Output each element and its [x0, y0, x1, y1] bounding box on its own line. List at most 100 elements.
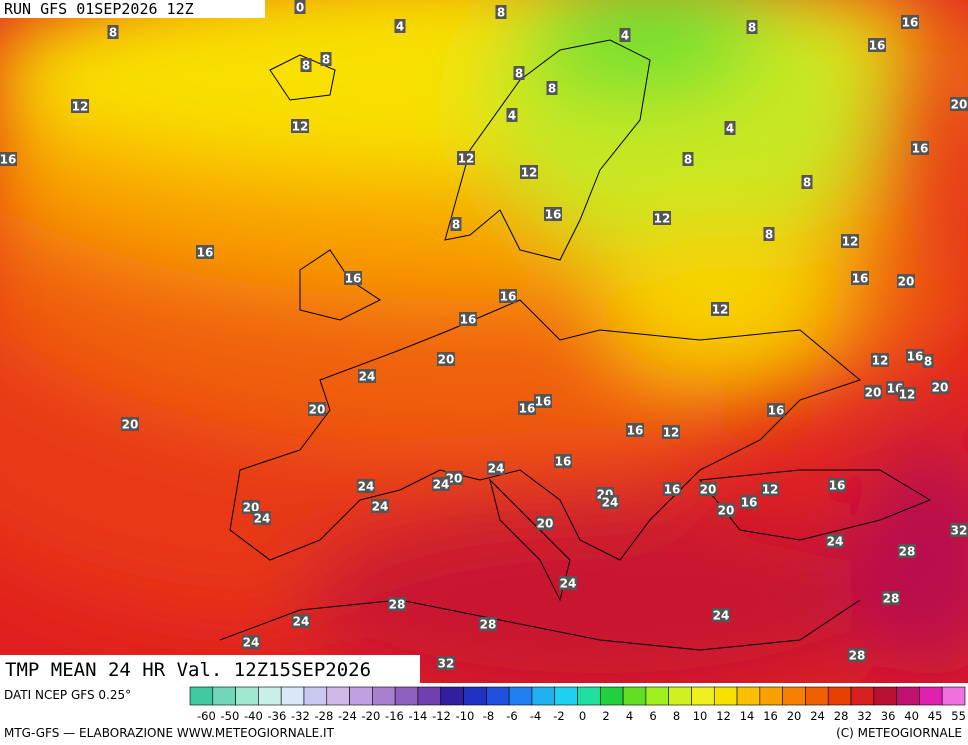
label-box: [717, 503, 735, 517]
map-label: 8: [515, 67, 523, 81]
map-label: 20: [718, 504, 735, 518]
map-label: 8: [748, 21, 756, 35]
scale-swatch: [805, 686, 829, 706]
map-label: 24: [293, 615, 310, 629]
label-box: [901, 15, 919, 29]
map-label: 8: [765, 228, 773, 242]
map-label: 28: [480, 618, 497, 632]
map-label: 12: [762, 483, 779, 497]
map-label: 24: [713, 609, 730, 623]
label-box: [121, 417, 139, 431]
scale-swatch: [896, 686, 920, 706]
scale-swatch: [417, 686, 442, 706]
label-box: [518, 401, 536, 415]
label-box: [437, 656, 455, 670]
scale-label: 24: [810, 709, 825, 723]
map-label: 12: [654, 212, 671, 226]
label-box: [950, 97, 968, 111]
scale-label: 45: [928, 709, 943, 723]
label-box: [767, 403, 785, 417]
map-label: 4: [508, 109, 516, 123]
label-box: [682, 152, 694, 166]
scale-swatch: [668, 686, 692, 706]
scale-swatch: [554, 686, 578, 706]
label-box: [871, 353, 889, 367]
scale-swatch: [280, 686, 305, 706]
scale-label: 10: [693, 709, 708, 723]
scale-label: 36: [881, 709, 896, 723]
label-box: [495, 5, 507, 19]
label-box: [300, 58, 312, 72]
label-box: [479, 617, 497, 631]
label-box: [437, 352, 455, 366]
map-label: 28: [849, 649, 866, 663]
map-label: 20: [700, 483, 717, 497]
scale-label: -8: [483, 709, 494, 723]
map-label: 24: [488, 462, 505, 476]
label-box: [663, 482, 681, 496]
label-box: [864, 385, 882, 399]
label-box: [320, 52, 332, 66]
scale-swatch: [508, 686, 533, 706]
scale-label: 14: [740, 709, 755, 723]
scale-swatch: [645, 686, 669, 706]
label-box: [868, 38, 886, 52]
map-label: 8: [803, 176, 811, 190]
label-box: [841, 234, 859, 248]
label-box: [898, 387, 916, 401]
scale-label: -16: [385, 709, 404, 723]
label-box: [253, 511, 271, 525]
label-box: [761, 482, 779, 496]
map-label: 20: [537, 517, 554, 531]
label-box: [626, 423, 644, 437]
label-box: [711, 302, 729, 316]
label-box: [950, 523, 968, 537]
map-label: 16: [912, 142, 929, 156]
scale-label: 20: [787, 709, 802, 723]
map-label: 4: [396, 20, 404, 34]
label-box: [931, 380, 949, 394]
map-label: 24: [827, 535, 844, 549]
label-box: [882, 591, 900, 605]
label-box: [601, 495, 619, 509]
label-box: [459, 312, 477, 326]
map-label: 20: [309, 403, 326, 417]
map-label: 8: [452, 218, 460, 232]
map-label: 20: [898, 275, 915, 289]
scale-swatch: [622, 686, 647, 706]
label-box: [922, 354, 934, 368]
map-label: 4: [621, 29, 629, 43]
map-label: 12: [899, 388, 916, 402]
map-label: 20: [865, 386, 882, 400]
scale-swatch: [372, 686, 396, 706]
label-box: [911, 141, 929, 155]
map-label: 8: [109, 26, 117, 40]
scale-label: 40: [904, 709, 919, 723]
map-label: 8: [302, 59, 310, 73]
map-label: 12: [663, 426, 680, 440]
label-box: [357, 479, 375, 493]
map-label: 12: [842, 235, 859, 249]
label-box: [699, 482, 717, 496]
scale-label: -14: [409, 709, 428, 723]
map-label: 12: [292, 120, 309, 134]
scale-swatch: [486, 686, 510, 706]
map-label: 16: [500, 290, 517, 304]
label-box: [826, 534, 844, 548]
scale-swatch: [394, 686, 419, 706]
label-box: [828, 478, 846, 492]
scale-swatch: [349, 686, 373, 706]
scale-label: -24: [338, 709, 357, 723]
label-box: [432, 477, 450, 491]
scale-swatch: [713, 686, 738, 706]
scale-label: -40: [244, 709, 263, 723]
label-box: [71, 99, 89, 113]
label-box: [662, 425, 680, 439]
label-box: [344, 271, 362, 285]
scale-label: 12: [716, 709, 731, 723]
scale-label: 2: [602, 709, 609, 723]
map-label: 16: [741, 496, 758, 510]
map-label: 0: [296, 1, 304, 15]
scale-label: 16: [763, 709, 778, 723]
